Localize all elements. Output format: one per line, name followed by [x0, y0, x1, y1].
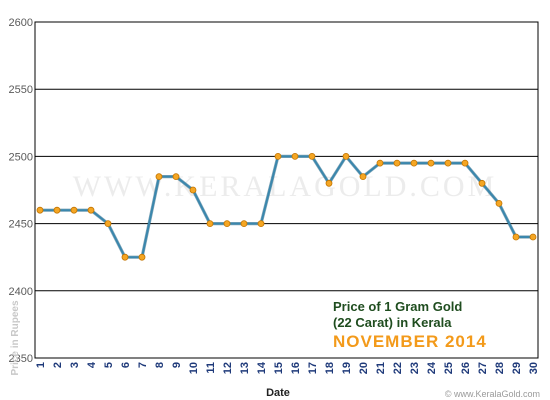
x-tick-label-24: 24 [426, 361, 438, 374]
data-point-21 [376, 159, 384, 167]
x-tick-label-26: 26 [460, 362, 472, 374]
x-tick-label-15: 15 [273, 362, 285, 374]
data-point-6 [121, 253, 129, 261]
y-axis-label: Price in Rupees [10, 300, 21, 375]
annotation-line-1: Price of 1 Gram Gold [333, 299, 462, 314]
y-tick-label-2450: 2450 [9, 219, 33, 231]
x-tick-label-12: 12 [222, 362, 234, 374]
x-axis-label: Date [266, 387, 290, 399]
data-point-16 [291, 152, 299, 160]
x-tick-label-27: 27 [477, 362, 489, 374]
data-point-13 [240, 220, 248, 228]
data-point-26 [461, 159, 469, 167]
data-point-30 [529, 233, 537, 241]
y-tick-label-2500: 2500 [9, 151, 33, 163]
data-point-27 [478, 179, 486, 187]
data-point-7 [138, 253, 146, 261]
x-tick-label-4: 4 [86, 361, 98, 368]
x-tick-label-7: 7 [137, 362, 149, 368]
x-tick-label-17: 17 [307, 362, 319, 374]
data-point-8 [155, 173, 163, 181]
x-tick-label-11: 11 [205, 362, 217, 374]
data-point-5 [104, 220, 112, 228]
x-tick-label-5: 5 [103, 362, 115, 368]
x-axis-ticks: 1 2 3 4 5 6 7 8 9 10 11 12 13 14 15 16 17 18 19 20 21 22 23 24 2… [35, 361, 540, 374]
data-point-15 [274, 152, 282, 160]
data-point-29 [512, 233, 520, 241]
x-tick-label-19: 19 [341, 362, 353, 374]
x-tick-label-20: 20 [358, 362, 370, 374]
data-point-2 [53, 206, 61, 214]
watermark-text: WWW.KERALAGOLD.COM [73, 170, 498, 203]
data-point-18 [325, 179, 333, 187]
x-tick-label-9: 9 [171, 362, 183, 368]
x-tick-label-10: 10 [188, 362, 200, 374]
x-tick-label-22: 22 [392, 362, 404, 374]
annotation-month: NOVEMBER 2014 [333, 332, 487, 351]
x-tick-label-25: 25 [443, 362, 455, 374]
data-point-17 [308, 152, 316, 160]
x-tick-label-29: 29 [511, 362, 523, 374]
data-point-9 [172, 173, 180, 181]
x-tick-label-3: 3 [69, 362, 81, 368]
x-tick-label-6: 6 [120, 362, 132, 368]
annotation-line-2: (22 Carat) in Kerala [333, 315, 452, 330]
x-tick-label-1: 1 [35, 362, 47, 368]
data-point-3 [70, 206, 78, 214]
data-point-22 [393, 159, 401, 167]
data-point-11 [206, 220, 214, 228]
data-point-14 [257, 220, 265, 228]
data-point-23 [410, 159, 418, 167]
data-point-12 [223, 220, 231, 228]
x-tick-label-13: 13 [239, 362, 251, 374]
x-tick-label-30: 30 [528, 362, 540, 374]
y-tick-label-2400: 2400 [9, 286, 33, 298]
plot-frame [34, 21, 539, 359]
x-tick-label-21: 21 [375, 362, 387, 374]
y-tick-label-2550: 2550 [9, 84, 33, 96]
x-tick-label-23: 23 [409, 362, 421, 374]
data-point-28 [495, 199, 503, 207]
credit-text: © www.KeralaGold.com [445, 389, 540, 399]
data-point-4 [87, 206, 95, 214]
x-tick-label-28: 28 [494, 362, 506, 374]
series-layer [36, 152, 537, 261]
data-point-10 [189, 186, 197, 194]
x-tick-label-18: 18 [324, 362, 336, 374]
y-tick-label-2350: 2350 [9, 353, 33, 365]
data-point-20 [359, 173, 367, 181]
data-point-25 [444, 159, 452, 167]
data-point-19 [342, 152, 350, 160]
y-tick-label-2600: 2600 [9, 17, 33, 29]
x-tick-label-16: 16 [290, 362, 302, 374]
data-point-1 [36, 206, 44, 214]
x-tick-label-14: 14 [256, 361, 268, 374]
y-axis-ticks: 2350 2400 2450 2500 2550 2600 [9, 17, 33, 365]
x-tick-label-8: 8 [154, 362, 166, 368]
x-tick-label-2: 2 [52, 362, 64, 368]
data-point-24 [427, 159, 435, 167]
